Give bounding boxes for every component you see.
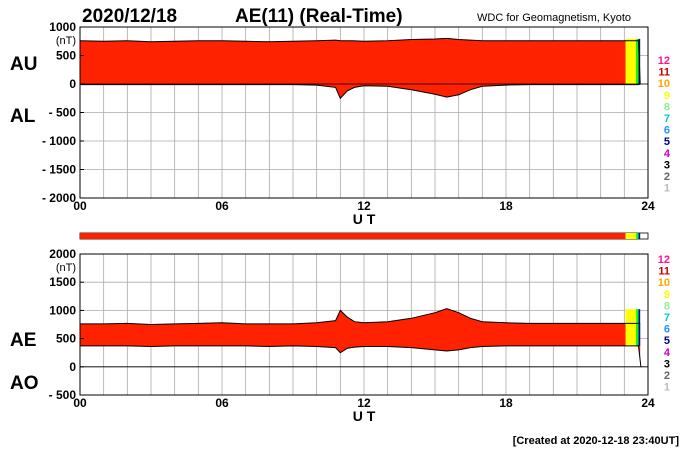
date-title: 2020/12/18 (82, 6, 177, 27)
kp-legend-level: 1 (664, 382, 670, 394)
index-title: AE(11) (Real-Time) (235, 6, 403, 27)
kp-legend-level: 10 (658, 78, 670, 90)
y-tick-label: 1000 (49, 303, 76, 317)
x-tick-label: 12 (357, 396, 371, 410)
x-tick-label: 18 (499, 396, 513, 410)
created-timestamp: [Created at 2020-12-18 23:40UT] (513, 435, 680, 447)
kp-legend-level: 12 (658, 254, 670, 266)
ae-band-area (80, 308, 641, 361)
strip-blue (638, 233, 641, 239)
au-panel-label: AU (10, 54, 37, 75)
y-tick-label: - 500 (49, 106, 77, 120)
kp-legend-level: 12 (658, 55, 670, 67)
y-tick-label: 500 (56, 332, 76, 346)
x-tick-label: 00 (73, 199, 87, 213)
y-tick-label: 500 (56, 49, 76, 63)
series-line-ao (80, 345, 642, 367)
y-tick-label: - 500 (49, 388, 77, 402)
x-tick-label: 06 (215, 396, 229, 410)
ae-band-area (80, 38, 641, 99)
x-tick-label: 24 (641, 199, 655, 213)
kp-legend-level: 2 (664, 171, 670, 183)
strip-green (636, 233, 639, 239)
x-tick-label: 18 (499, 199, 513, 213)
kp-legend-level: 11 (658, 67, 670, 79)
source-label: WDC for Geomagnetism, Kyoto (477, 12, 631, 24)
series-line-al (80, 83, 641, 100)
kp-legend-level: 2 (664, 370, 670, 382)
kp-legend-level: 6 (664, 125, 670, 137)
kp-legend-level: 5 (664, 136, 670, 148)
kp-legend-level: 8 (664, 101, 670, 113)
al-panel-label: AL (10, 106, 36, 127)
series-line-ae (80, 308, 641, 326)
kp-legend-level: 4 (664, 347, 671, 359)
x-tick-label: 24 (641, 396, 655, 410)
status-block-yellow (625, 38, 637, 85)
x-tick-label: 12 (357, 199, 371, 213)
kp-legend-level: 6 (664, 324, 670, 336)
y-tick-label: - 1500 (42, 163, 76, 177)
status-strip (79, 232, 649, 240)
y-tick-label: 0 (69, 77, 76, 91)
status-block-blue (638, 309, 641, 346)
kp-legend-level: 1 (664, 183, 670, 195)
kp-legend-level: 3 (664, 358, 670, 370)
kp-legend-level: 9 (664, 289, 670, 301)
kp-legend-level: 8 (664, 300, 670, 312)
x-axis-label: U T (353, 408, 376, 424)
status-block-green (636, 309, 639, 346)
y-tick-label: 1000 (49, 20, 76, 34)
kp-legend-level: 7 (664, 113, 670, 125)
y-axis-unit: (nT) (56, 262, 76, 274)
x-tick-label: 06 (215, 199, 229, 213)
kp-legend-level: 4 (664, 148, 671, 160)
au-al-panel: 1000 500 0 - 500 - 1000 - 1500 - 2000 (nT) 00 06 1… (42, 20, 655, 227)
strip-yellow (625, 233, 637, 239)
y-tick-label: 0 (69, 360, 76, 374)
kp-legend-level: 3 (664, 159, 670, 171)
y-tick-label: - 1000 (42, 134, 76, 148)
x-tick-label: 00 (73, 396, 87, 410)
kp-legend-level: 5 (664, 335, 670, 347)
ae-ao-panel: 2000 1500 1000 500 0 - 500 (nT) 00 06 12 18 24 U T (49, 247, 655, 424)
kp-legend-level: 9 (664, 90, 670, 102)
kp-legend-level: 7 (664, 312, 670, 324)
strip-red (80, 233, 626, 239)
y-tick-label: 2000 (49, 247, 76, 261)
status-block-yellow (625, 309, 637, 346)
ao-panel-label: AO (10, 373, 39, 394)
plot-frame (79, 253, 649, 396)
kp-legend-level: 10 (658, 277, 670, 289)
x-axis-label: U T (353, 211, 376, 227)
y-tick-label: 1500 (49, 275, 76, 289)
series-line-au (79, 37, 641, 85)
y-tick-label: - 2000 (42, 191, 76, 205)
status-block-green (636, 38, 639, 85)
kp-legend-level: 11 (658, 266, 670, 278)
y-axis-unit: (nT) (56, 35, 76, 47)
ae-panel-label: AE (10, 330, 36, 351)
